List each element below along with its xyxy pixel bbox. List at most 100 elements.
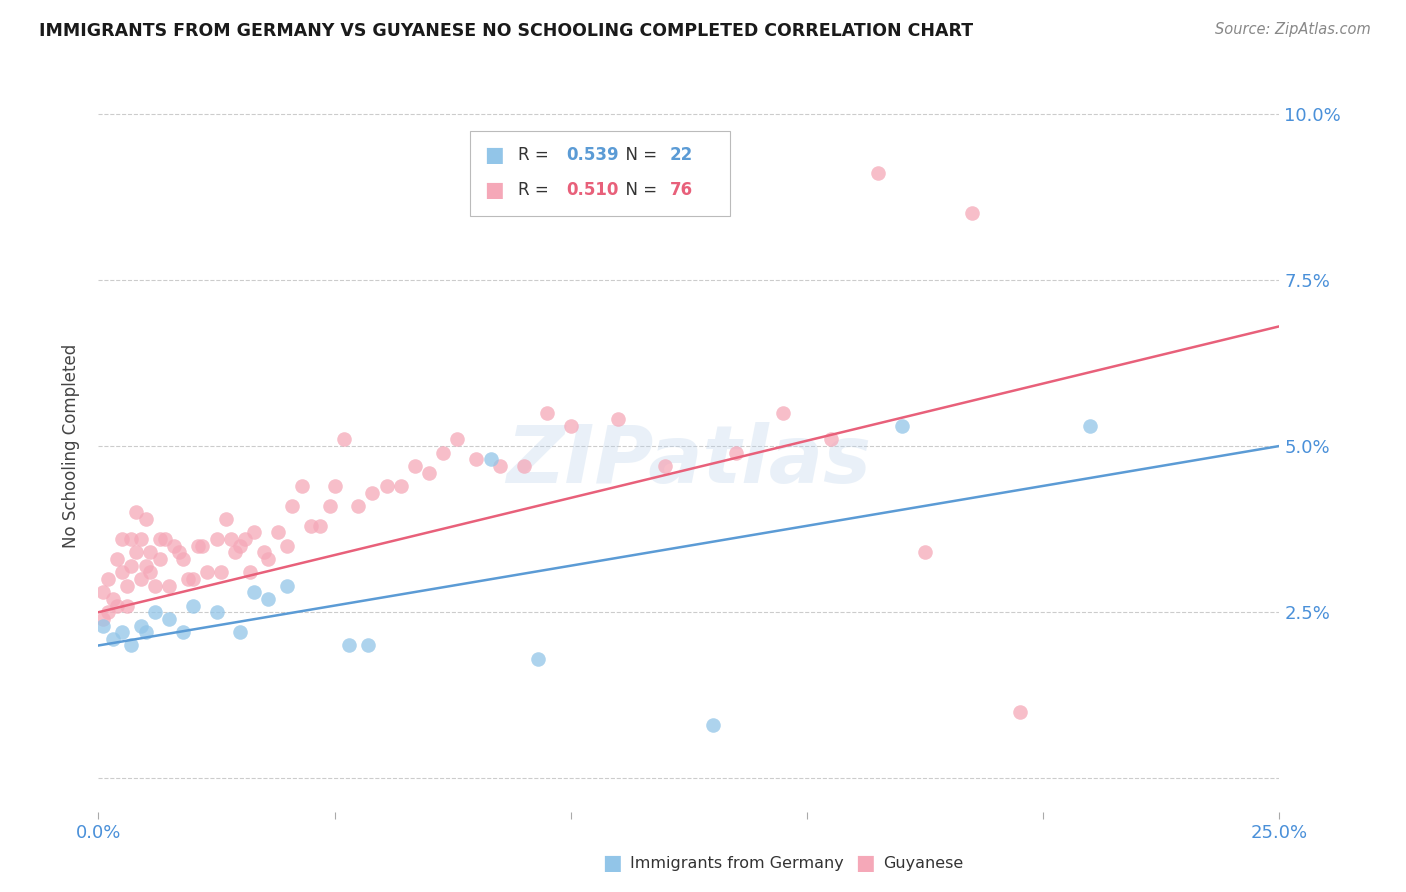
Point [209, 566, 232, 580]
Point [479, 452, 502, 467]
Point [536, 406, 558, 420]
Point [962, 206, 984, 220]
Point [465, 452, 488, 467]
Text: R =: R = [517, 146, 554, 164]
Point [215, 512, 238, 526]
Point [702, 718, 724, 732]
Point [219, 532, 242, 546]
Point [139, 566, 162, 580]
Point [1080, 419, 1102, 434]
Point [243, 585, 266, 599]
Point [177, 572, 200, 586]
Text: ■: ■ [602, 854, 621, 873]
Point [205, 605, 228, 619]
Point [281, 499, 304, 513]
Point [143, 579, 166, 593]
Point [229, 539, 252, 553]
Point [172, 552, 194, 566]
Point [139, 545, 162, 559]
Point [91, 612, 114, 626]
Point [290, 479, 312, 493]
Point [432, 445, 454, 459]
Point [276, 539, 298, 553]
Point [512, 458, 534, 473]
Point [172, 625, 194, 640]
Point [389, 479, 412, 493]
Point [163, 539, 186, 553]
Point [319, 499, 342, 513]
Point [105, 599, 128, 613]
Point [276, 579, 298, 593]
Point [157, 612, 180, 626]
Point [91, 585, 114, 599]
Point [323, 479, 346, 493]
Point [446, 433, 468, 447]
Point [224, 545, 246, 559]
FancyBboxPatch shape [471, 131, 730, 216]
Point [205, 532, 228, 546]
Point [157, 579, 180, 593]
Point [257, 552, 280, 566]
Point [125, 506, 148, 520]
Text: 0.539: 0.539 [567, 146, 619, 164]
Point [135, 512, 157, 526]
Text: 76: 76 [671, 181, 693, 199]
Point [404, 458, 426, 473]
Text: IMMIGRANTS FROM GERMANY VS GUYANESE NO SCHOOLING COMPLETED CORRELATION CHART: IMMIGRANTS FROM GERMANY VS GUYANESE NO S… [39, 22, 973, 40]
Point [111, 625, 134, 640]
Point [243, 525, 266, 540]
Point [101, 632, 124, 646]
Text: R =: R = [517, 181, 554, 199]
Point [772, 406, 794, 420]
Point [725, 445, 748, 459]
Point [267, 525, 290, 540]
Point [97, 572, 120, 586]
Point [135, 558, 157, 573]
Point [187, 539, 209, 553]
Text: Guyanese: Guyanese [883, 856, 963, 871]
Point [309, 518, 332, 533]
Point [129, 618, 152, 632]
Point [191, 539, 214, 553]
Point [181, 599, 204, 613]
Point [129, 532, 152, 546]
Point [347, 499, 370, 513]
Point [299, 518, 322, 533]
Point [105, 552, 128, 566]
Point [153, 532, 176, 546]
Point [333, 433, 356, 447]
Point [125, 545, 148, 559]
Point [489, 458, 512, 473]
Point [143, 605, 166, 619]
Point [239, 566, 262, 580]
Point [195, 566, 218, 580]
Text: ZIPatlas: ZIPatlas [506, 422, 872, 500]
Point [97, 605, 120, 619]
Point [121, 532, 143, 546]
Text: 22: 22 [671, 146, 693, 164]
Point [91, 618, 114, 632]
Point [111, 532, 134, 546]
Point [560, 419, 582, 434]
Point [253, 545, 276, 559]
Point [914, 545, 936, 559]
Text: ■: ■ [855, 854, 875, 873]
Point [181, 572, 204, 586]
Point [167, 545, 190, 559]
Point [654, 458, 676, 473]
Point [121, 558, 143, 573]
Point [1008, 705, 1031, 719]
Text: Source: ZipAtlas.com: Source: ZipAtlas.com [1215, 22, 1371, 37]
Text: 0.510: 0.510 [567, 181, 619, 199]
Point [115, 599, 138, 613]
Point [229, 625, 252, 640]
Point [357, 639, 380, 653]
Point [866, 166, 889, 180]
Point [129, 572, 152, 586]
Text: ■: ■ [485, 145, 505, 165]
Point [115, 579, 138, 593]
Text: N =: N = [614, 146, 662, 164]
Point [337, 639, 360, 653]
Point [257, 591, 280, 606]
Point [233, 532, 256, 546]
